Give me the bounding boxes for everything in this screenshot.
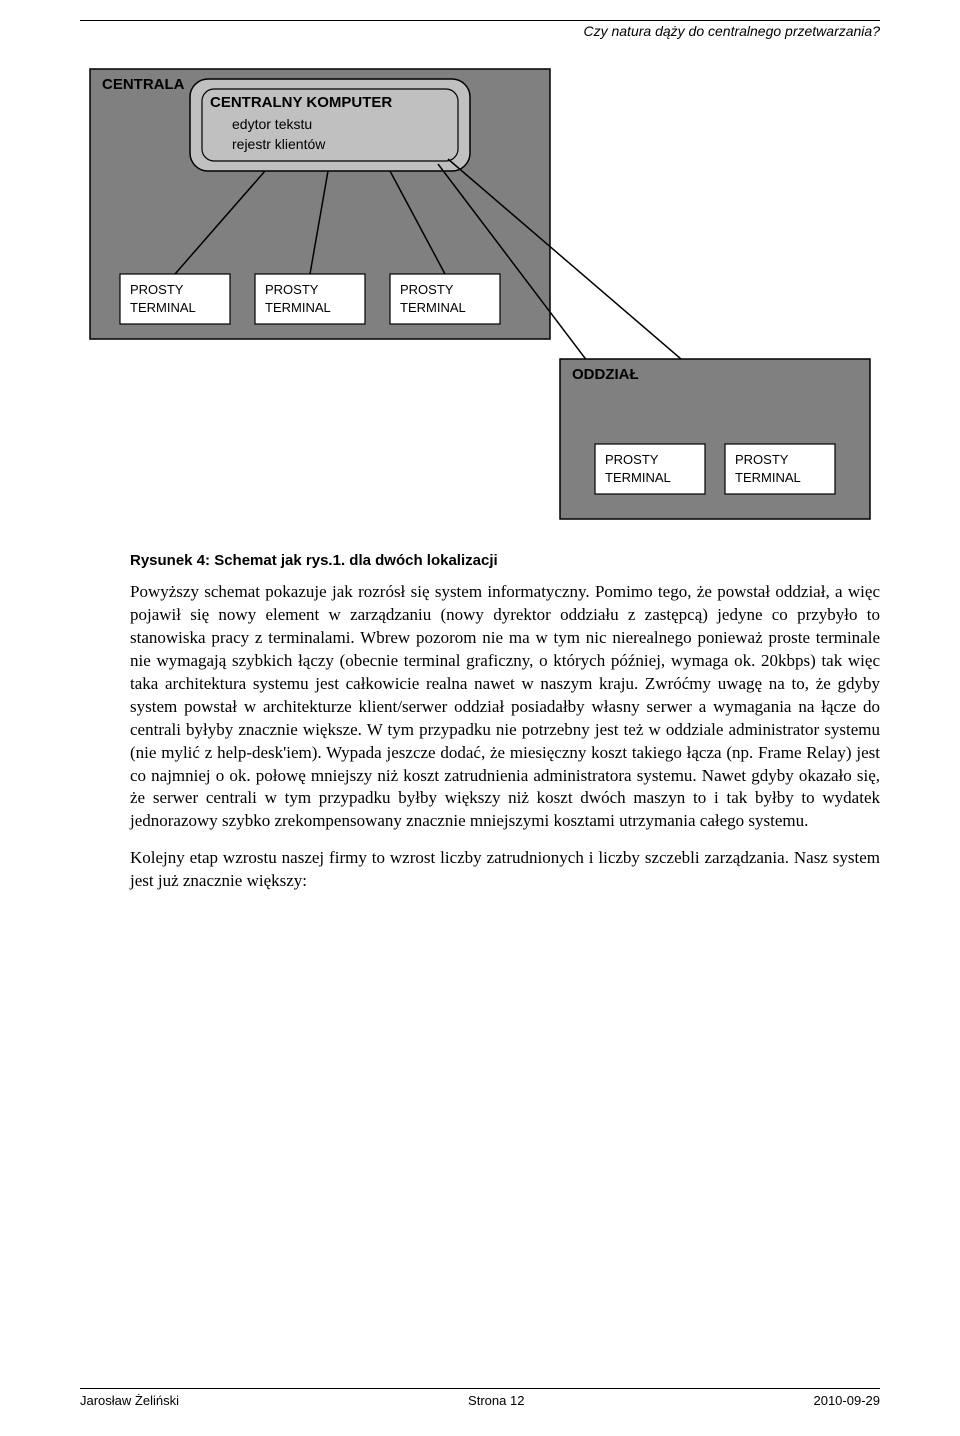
body-paragraph-2: Kolejny etap wzrostu naszej firmy to wzr… <box>130 847 880 893</box>
architecture-diagram: CENTRALA CENTRALNY KOMPUTER edytor tekst… <box>80 59 880 534</box>
centrala-terminal-1: PROSTY TERMINAL <box>120 274 230 324</box>
central-computer-line3: rejestr klientów <box>232 136 326 152</box>
oddzial-terminal-2: PROSTY TERMINAL <box>725 444 835 494</box>
oddzial-box <box>560 359 870 519</box>
terminal-label: TERMINAL <box>605 470 671 485</box>
footer-author: Jarosław Żeliński <box>80 1393 179 1408</box>
terminal-label: PROSTY <box>130 282 184 297</box>
oddzial-label: ODDZIAŁ <box>572 366 639 383</box>
terminal-label: TERMINAL <box>735 470 801 485</box>
terminal-label: PROSTY <box>735 452 789 467</box>
central-computer-line2: edytor tekstu <box>232 116 312 132</box>
running-title: Czy natura dąży do centralnego przetwarz… <box>80 23 880 39</box>
oddzial-terminal-1: PROSTY TERMINAL <box>595 444 705 494</box>
body-paragraph-1: Powyższy schemat pokazuje jak rozrósł si… <box>130 581 880 833</box>
central-computer-title: CENTRALNY KOMPUTER <box>210 94 392 111</box>
footer-page: Strona 12 <box>468 1393 524 1408</box>
centrala-label: CENTRALA <box>102 76 185 93</box>
centrala-terminal-3: PROSTY TERMINAL <box>390 274 500 324</box>
footer-date: 2010-09-29 <box>813 1393 880 1408</box>
page-footer: Jarosław Żeliński Strona 12 2010-09-29 <box>80 1388 880 1408</box>
figure-caption: Rysunek 4: Schemat jak rys.1. dla dwóch … <box>130 552 880 569</box>
footer-rule <box>80 1388 880 1389</box>
terminal-label: PROSTY <box>265 282 319 297</box>
page: Czy natura dąży do centralnego przetwarz… <box>0 0 960 1436</box>
terminal-label: TERMINAL <box>130 300 196 315</box>
terminal-label: PROSTY <box>400 282 454 297</box>
header-rule <box>80 20 880 21</box>
terminal-label: TERMINAL <box>265 300 331 315</box>
centrala-terminal-2: PROSTY TERMINAL <box>255 274 365 324</box>
terminal-label: PROSTY <box>605 452 659 467</box>
terminal-label: TERMINAL <box>400 300 466 315</box>
